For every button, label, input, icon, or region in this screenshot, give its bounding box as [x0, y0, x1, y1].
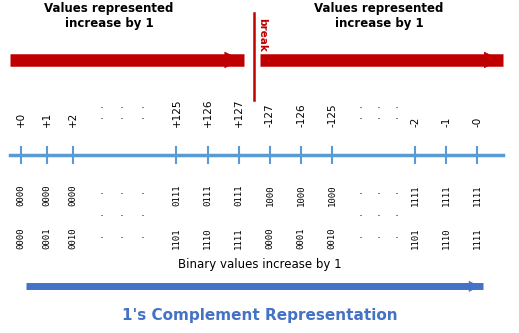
Text: ·: ·: [120, 113, 124, 127]
Text: 1111: 1111: [234, 227, 243, 249]
Text: ·: ·: [395, 210, 399, 223]
Text: ·: ·: [377, 113, 381, 127]
Text: ·: ·: [359, 113, 363, 127]
Text: ·: ·: [99, 231, 103, 245]
Text: 0111: 0111: [203, 184, 212, 205]
Text: 1's Complement Representation: 1's Complement Representation: [121, 308, 398, 323]
Text: ·: ·: [99, 102, 103, 115]
Text: Binary values increase by 1: Binary values increase by 1: [177, 258, 342, 271]
Text: ·: ·: [99, 188, 103, 201]
Text: ·: ·: [377, 102, 381, 115]
Text: +2: +2: [67, 111, 78, 127]
Text: Values represented
increase by 1: Values represented increase by 1: [314, 2, 444, 30]
Text: ·: ·: [141, 102, 145, 115]
Text: 0000: 0000: [68, 184, 77, 205]
Text: -127: -127: [265, 103, 275, 127]
Text: ·: ·: [395, 231, 399, 245]
Text: -1: -1: [441, 116, 452, 127]
Text: 1101: 1101: [411, 227, 420, 249]
Text: ·: ·: [377, 210, 381, 223]
Text: +125: +125: [171, 98, 182, 127]
Text: ·: ·: [120, 210, 124, 223]
Text: -0: -0: [472, 116, 483, 127]
Text: 0111: 0111: [234, 184, 243, 205]
Text: ·: ·: [120, 231, 124, 245]
Text: ·: ·: [359, 102, 363, 115]
Text: ·: ·: [141, 210, 145, 223]
Text: Values represented
increase by 1: Values represented increase by 1: [44, 2, 174, 30]
Text: 0001: 0001: [42, 227, 51, 249]
Text: ·: ·: [141, 231, 145, 245]
Text: 1111: 1111: [442, 184, 451, 205]
Text: 1101: 1101: [172, 227, 181, 249]
Text: 0010: 0010: [68, 227, 77, 249]
Text: +1: +1: [42, 111, 52, 127]
Text: ·: ·: [99, 113, 103, 127]
Text: -2: -2: [410, 116, 420, 127]
Text: ·: ·: [141, 188, 145, 201]
Text: 0010: 0010: [327, 227, 337, 249]
Text: 0000: 0000: [16, 227, 25, 249]
Text: -125: -125: [327, 103, 337, 127]
Text: 1000: 1000: [296, 184, 306, 205]
Text: ·: ·: [99, 210, 103, 223]
Text: 1000: 1000: [327, 184, 337, 205]
Text: ·: ·: [120, 102, 124, 115]
Text: ·: ·: [395, 113, 399, 127]
Text: ·: ·: [359, 231, 363, 245]
Text: 0000: 0000: [265, 227, 275, 249]
Text: ·: ·: [377, 231, 381, 245]
Text: 0111: 0111: [172, 184, 181, 205]
Text: ·: ·: [395, 102, 399, 115]
Text: +0: +0: [16, 112, 26, 127]
Text: ·: ·: [141, 113, 145, 127]
Text: ·: ·: [377, 188, 381, 201]
Text: +126: +126: [202, 98, 213, 127]
Text: ·: ·: [359, 210, 363, 223]
Text: -126: -126: [296, 103, 306, 127]
Text: 0000: 0000: [42, 184, 51, 205]
Text: ·: ·: [395, 188, 399, 201]
Text: 1000: 1000: [265, 184, 275, 205]
Text: 1111: 1111: [411, 184, 420, 205]
Text: +127: +127: [234, 98, 244, 127]
Text: 0000: 0000: [16, 184, 25, 205]
Text: ·: ·: [359, 188, 363, 201]
Text: break: break: [257, 18, 267, 52]
Text: ·: ·: [120, 188, 124, 201]
Text: 0001: 0001: [296, 227, 306, 249]
Text: 1110: 1110: [203, 227, 212, 249]
Text: 1110: 1110: [442, 227, 451, 249]
Text: 1111: 1111: [473, 227, 482, 249]
Text: 1111: 1111: [473, 184, 482, 205]
